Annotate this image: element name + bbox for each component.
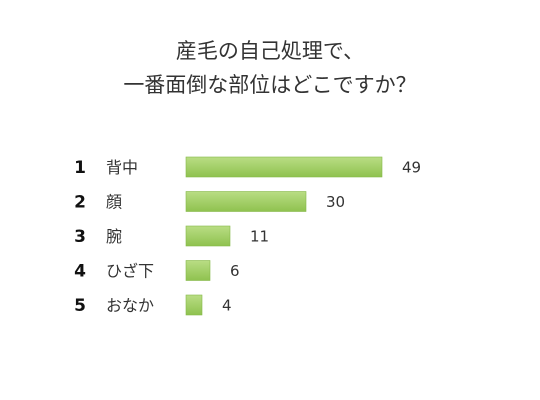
- value-label: 30: [326, 193, 345, 211]
- category-label: 腕: [106, 227, 122, 246]
- rank-label: 3: [74, 227, 86, 247]
- category-label: 顔: [106, 193, 122, 212]
- bar: [185, 156, 383, 178]
- category-label: おなか: [106, 296, 154, 315]
- rank-label: 1: [74, 158, 86, 178]
- value-label: 49: [402, 159, 421, 177]
- rank-label: 2: [74, 193, 86, 213]
- chart-title-line-2: 一番面倒な部位はどこですか？: [123, 73, 416, 97]
- rank-label: 5: [74, 296, 86, 316]
- value-label: 6: [230, 262, 240, 280]
- category-label: 背中: [106, 158, 138, 177]
- value-label: 11: [250, 228, 269, 246]
- bars-group: 1 背中 49 2 顔 30 3 腕 11 4 ひざ下 6 5 おなか 4: [74, 156, 421, 316]
- bar: [185, 225, 231, 247]
- bar: [185, 294, 203, 316]
- category-label: ひざ下: [106, 262, 154, 281]
- chart-title-line-1: 産毛の自己処理で、: [176, 39, 364, 63]
- bar: [185, 191, 307, 212]
- rank-label: 4: [74, 262, 86, 282]
- value-label: 4: [222, 297, 232, 315]
- bar: [185, 260, 211, 281]
